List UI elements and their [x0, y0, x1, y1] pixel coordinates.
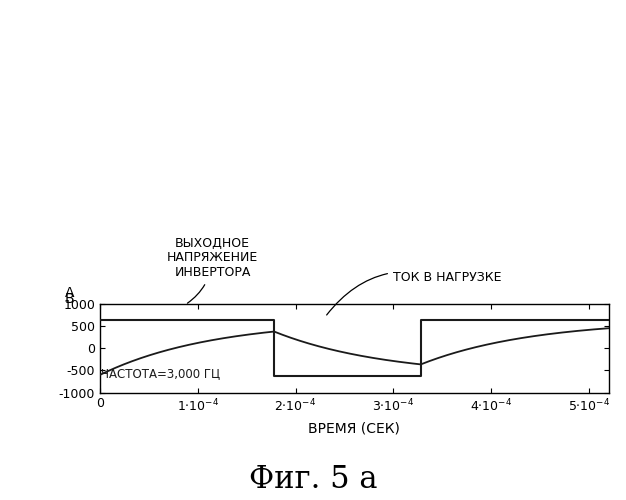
X-axis label: ВРЕМЯ (СЕК): ВРЕМЯ (СЕК): [309, 421, 400, 435]
Text: ВЫХОДНОЕ
НАПРЯЖЕНИЕ
ИНВЕРТОРА: ВЫХОДНОЕ НАПРЯЖЕНИЕ ИНВЕРТОРА: [167, 236, 258, 303]
Text: В: В: [64, 292, 74, 306]
Text: ТОК В НАГРУЗКЕ: ТОК В НАГРУЗКЕ: [327, 271, 501, 315]
Text: A: A: [64, 286, 74, 300]
Text: Фиг. 5 а: Фиг. 5 а: [249, 464, 377, 495]
Text: ЧАСТОТА=3,000 ГЦ: ЧАСТОТА=3,000 ГЦ: [101, 367, 220, 380]
